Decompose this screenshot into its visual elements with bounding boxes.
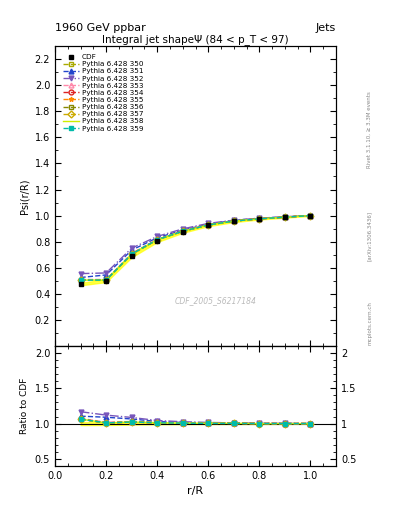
- Text: [arXiv:1306.3436]: [arXiv:1306.3436]: [367, 211, 372, 261]
- Title: Integral jet shapeΨ (84 < p_T < 97): Integral jet shapeΨ (84 < p_T < 97): [102, 34, 289, 45]
- Legend: CDF, Pythia 6.428 350, Pythia 6.428 351, Pythia 6.428 352, Pythia 6.428 353, Pyt: CDF, Pythia 6.428 350, Pythia 6.428 351,…: [61, 53, 145, 133]
- Text: 1960 GeV ppbar: 1960 GeV ppbar: [55, 23, 146, 33]
- Text: Jets: Jets: [316, 23, 336, 33]
- Y-axis label: Ratio to CDF: Ratio to CDF: [20, 378, 29, 434]
- Y-axis label: Psi(r/R): Psi(r/R): [19, 178, 29, 214]
- Text: CDF_2005_S6217184: CDF_2005_S6217184: [174, 296, 256, 306]
- X-axis label: r/R: r/R: [187, 486, 204, 496]
- Text: mcplots.cern.ch: mcplots.cern.ch: [367, 301, 372, 345]
- Text: Rivet 3.1.10, ≥ 3.3M events: Rivet 3.1.10, ≥ 3.3M events: [367, 91, 372, 168]
